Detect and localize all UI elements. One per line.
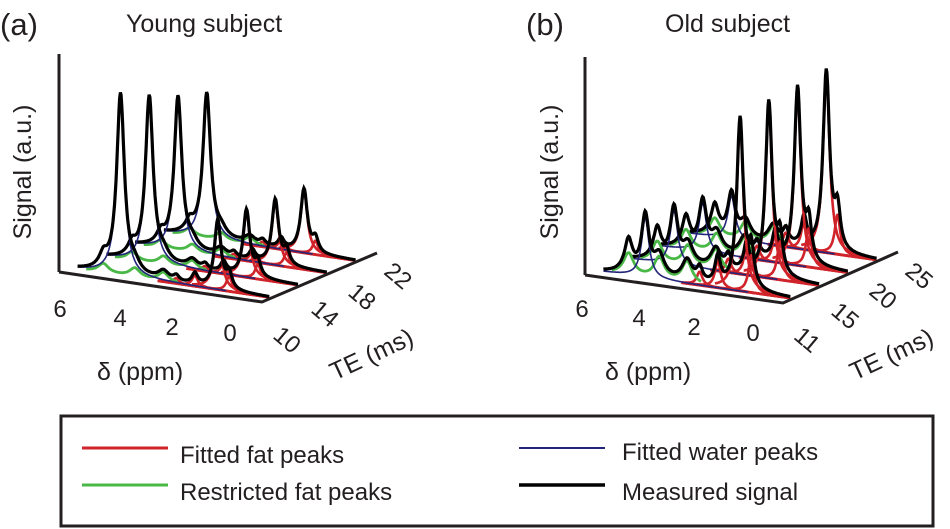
panel-label: (a) [0, 7, 38, 42]
te-tick: 18 [343, 278, 381, 316]
x-tick: 6 [53, 296, 66, 323]
restricted-fat-peak [640, 239, 731, 271]
te-tick: 14 [306, 295, 344, 333]
axes [57, 54, 378, 304]
panel-b: (b) Old subject Signal (a.u.) 6 4 2 0 δ … [526, 7, 938, 386]
x-ticks: 6 4 2 0 [53, 296, 236, 347]
te-axis-title: TE (ms) [845, 323, 937, 386]
restricted-fat-peak [668, 228, 760, 258]
measured-signal-20ms [660, 84, 849, 273]
floor-edges [58, 251, 378, 304]
restricted-fat-peak [86, 261, 179, 284]
floor-edges [584, 250, 899, 305]
y-axis-title: Signal (a.u.) [536, 105, 564, 240]
measured-signal-15ms [632, 99, 820, 286]
x-tick: 6 [575, 296, 588, 323]
measured-signal-11ms [603, 115, 791, 299]
panel-title: Old subject [665, 10, 790, 38]
x-axis-title: δ (ppm) [97, 358, 183, 386]
measured-signal-25ms [689, 68, 877, 260]
measured-signal-14ms [106, 94, 299, 286]
te-tick: 11 [789, 322, 825, 359]
te-tick: 25 [900, 257, 938, 295]
panel-a: (a) Young subject Signal (a.u.) 6 4 2 0 … [0, 7, 418, 386]
axes [583, 57, 899, 305]
y-axis-title: Signal (a.u.) [9, 105, 37, 240]
measured-signal-18ms [135, 94, 328, 274]
panel-title: Young subject [126, 10, 282, 38]
fitted-water-peak [77, 95, 227, 292]
x-tick: 2 [687, 314, 700, 341]
te-tick: 15 [826, 297, 864, 335]
legend-label: Fitted fat peaks [180, 442, 344, 469]
x-axis-title: δ (ppm) [605, 358, 691, 386]
te-axis-title: TE (ms) [325, 323, 417, 386]
legend-label: Restricted fat peaks [180, 479, 392, 506]
spectra [603, 68, 877, 300]
legend: Fitted fat peaks Restricted fat peaks Fi… [59, 414, 935, 528]
measured-signal-22ms [163, 91, 356, 262]
legend-box [59, 414, 935, 528]
x-tick: 0 [746, 320, 759, 347]
x-ticks: 6 4 2 0 [575, 296, 759, 347]
legend-label: Measured signal [622, 479, 798, 506]
restricted-fat-peak [697, 216, 788, 246]
te-tick: 20 [864, 277, 902, 315]
measured-signal-10ms [77, 92, 270, 299]
x-tick: 4 [632, 305, 645, 332]
x-tick: 2 [165, 314, 178, 341]
spectra [77, 91, 356, 299]
legend-label: Fitted water peaks [622, 439, 818, 466]
fitted-water-peak [603, 216, 749, 293]
te-tick: 10 [268, 321, 306, 359]
te-tick: 22 [379, 257, 417, 295]
panel-label: (b) [526, 7, 564, 42]
x-tick: 0 [223, 320, 236, 347]
x-tick: 4 [113, 305, 126, 332]
